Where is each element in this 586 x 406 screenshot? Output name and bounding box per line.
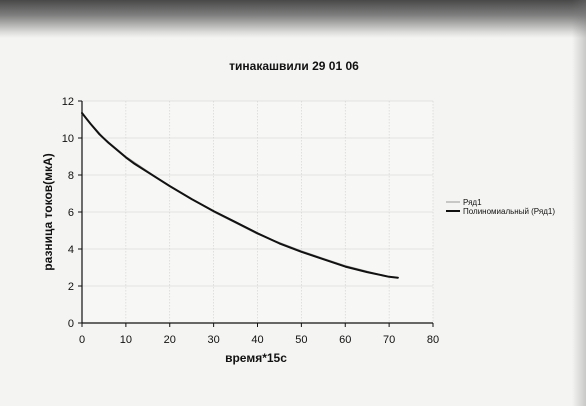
gridlines bbox=[82, 100, 434, 323]
plot-area: 0 10 20 30 40 50 60 70 80 0 2 4 6 8 10 12 bbox=[62, 96, 439, 346]
x-tick-label: 30 bbox=[208, 334, 220, 346]
x-tick-label: 50 bbox=[295, 334, 307, 346]
y-tick-label: 6 bbox=[68, 207, 74, 219]
x-tick-label: 70 bbox=[383, 334, 395, 346]
y-tick-label: 8 bbox=[68, 170, 74, 182]
x-axis-title: время*15с bbox=[225, 351, 287, 365]
scan-shadow-top bbox=[0, 0, 586, 38]
scan-shadow-right bbox=[572, 0, 586, 406]
series-line-trend bbox=[81, 112, 399, 279]
y-tick-label: 4 bbox=[68, 244, 74, 256]
y-tick-label: 10 bbox=[62, 133, 74, 145]
x-tick-label: 0 bbox=[79, 334, 85, 346]
legend-label: Полиномиальный (Ряд1) bbox=[463, 207, 555, 216]
x-tick-label: 80 bbox=[427, 334, 439, 346]
y-tick-label: 2 bbox=[68, 281, 74, 293]
x-tick-label: 40 bbox=[251, 334, 263, 346]
x-axis-ticks: 0 10 20 30 40 50 60 70 80 bbox=[79, 323, 439, 346]
chart-title: тинакашвили 29 01 06 bbox=[229, 59, 359, 73]
y-axis-ticks: 0 2 4 6 8 10 12 bbox=[62, 96, 82, 330]
series-layer bbox=[81, 112, 399, 279]
x-tick-label: 20 bbox=[164, 334, 176, 346]
x-tick-label: 10 bbox=[120, 334, 132, 346]
y-tick-label: 12 bbox=[62, 96, 74, 108]
x-tick-label: 60 bbox=[339, 334, 351, 346]
legend-label: Ряд1 bbox=[463, 198, 482, 207]
y-axis-title: разница токов(мкА) bbox=[41, 153, 55, 270]
y-tick-label: 0 bbox=[68, 318, 74, 330]
